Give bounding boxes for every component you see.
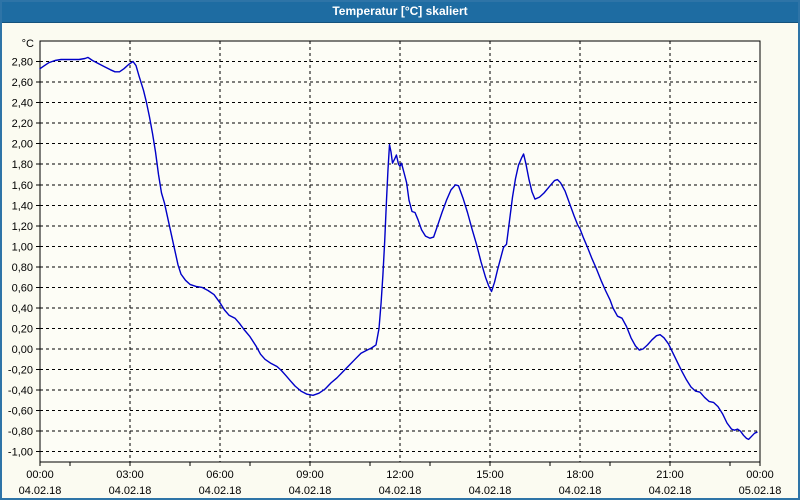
y-axis-label: 1,40 bbox=[12, 200, 33, 212]
y-axis-label: 0,80 bbox=[12, 262, 33, 274]
y-axis-label: -1,00 bbox=[8, 447, 33, 459]
x-axis-time-label: 15:00 bbox=[476, 469, 504, 481]
y-axis-label: -0,20 bbox=[8, 365, 33, 377]
x-axis-time-label: 00:00 bbox=[746, 469, 774, 481]
y-axis-label: 0,20 bbox=[12, 324, 33, 336]
x-axis-time-label: 12:00 bbox=[386, 469, 414, 481]
y-axis-label: 2,40 bbox=[12, 98, 33, 110]
temperature-line bbox=[39, 56, 758, 441]
x-axis-time-label: 00:00 bbox=[26, 469, 54, 481]
y-axis-label: 0,40 bbox=[12, 303, 33, 315]
x-axis-date-label: 04.02.18 bbox=[379, 485, 422, 497]
y-axis-label: 1,20 bbox=[12, 221, 33, 233]
x-axis-time-label: 09:00 bbox=[296, 469, 324, 481]
y-axis-label: -0,60 bbox=[8, 406, 33, 418]
x-axis-time-label: 06:00 bbox=[206, 469, 234, 481]
x-axis-date-label: 04.02.18 bbox=[559, 485, 602, 497]
x-axis-time-label: 03:00 bbox=[116, 469, 144, 481]
x-axis-date-label: 04.02.18 bbox=[289, 485, 332, 497]
chart-title-bar: Temperatur [°C] skaliert bbox=[0, 0, 800, 23]
y-axis-label: 0,60 bbox=[12, 282, 33, 294]
x-axis-date-label: 04.02.18 bbox=[19, 485, 62, 497]
y-axis-label: 1,80 bbox=[12, 159, 33, 171]
y-axis-label: 2,20 bbox=[12, 118, 33, 130]
y-axis-label: 2,80 bbox=[12, 57, 33, 69]
y-axis-label: -0,80 bbox=[8, 426, 33, 438]
x-axis-date-label: 04.02.18 bbox=[199, 485, 242, 497]
plot-border bbox=[39, 40, 761, 463]
x-axis-date-label: 05.02.18 bbox=[739, 485, 782, 497]
y-axis-label: -0,40 bbox=[8, 385, 33, 397]
x-axis-time-label: 21:00 bbox=[656, 469, 684, 481]
y-axis-label: 1,00 bbox=[12, 241, 33, 253]
chart-title: Temperatur [°C] skaliert bbox=[332, 4, 468, 18]
y-axis-label: 2,60 bbox=[12, 77, 33, 89]
x-axis-date-label: 04.02.18 bbox=[649, 485, 692, 497]
y-axis-label: 1,60 bbox=[12, 180, 33, 192]
x-axis-date-label: 04.02.18 bbox=[469, 485, 512, 497]
y-axis-label: 0,00 bbox=[12, 344, 33, 356]
y-axis-label: 2,00 bbox=[12, 139, 33, 151]
x-axis-date-label: 04.02.18 bbox=[109, 485, 152, 497]
y-axis-unit-label: °C bbox=[22, 38, 34, 50]
x-axis-time-label: 18:00 bbox=[566, 469, 594, 481]
